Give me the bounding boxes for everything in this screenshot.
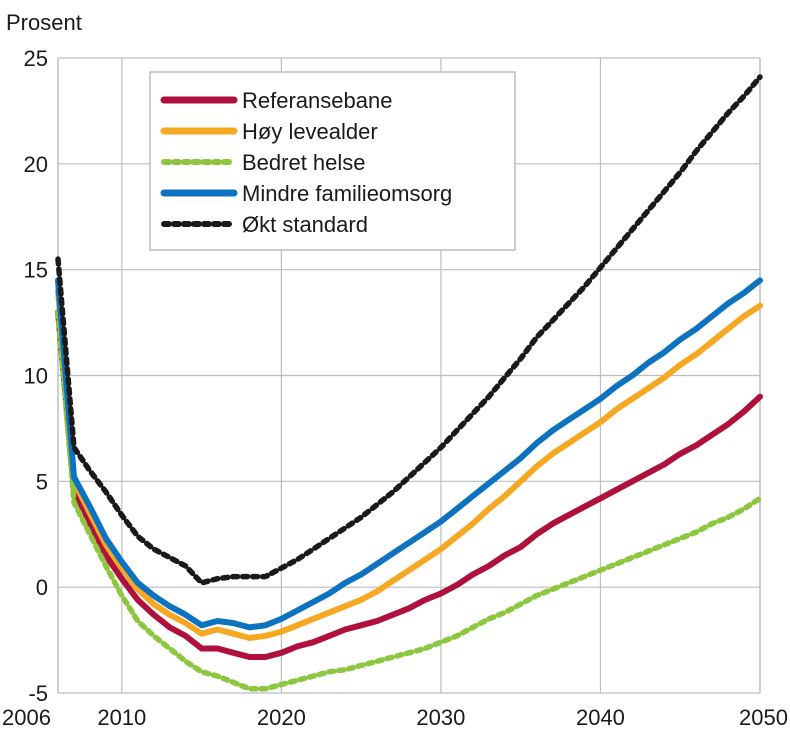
y-axis-label: Prosent — [6, 10, 82, 35]
y-tick-label: 10 — [24, 364, 48, 389]
y-tick-label: 25 — [24, 46, 48, 71]
series-layer — [55, 74, 763, 692]
y-tick-label: 15 — [24, 258, 48, 283]
x-tick-label: 2030 — [416, 705, 465, 730]
y-tick-label: 0 — [36, 575, 48, 600]
y-tick-label: 5 — [36, 469, 48, 494]
series-line-kt-standard — [55, 74, 763, 586]
legend-label-bedret-helse: Bedret helse — [242, 150, 366, 175]
x-tick-label: 2006 — [2, 705, 51, 730]
legend-label-h-y-levealder: Høy levealder — [242, 119, 378, 144]
legend-label-kt-standard: Økt standard — [242, 212, 368, 237]
x-tick-label: 2050 — [739, 705, 788, 730]
x-tick-label: 2020 — [257, 705, 306, 730]
y-tick-label: 20 — [24, 152, 48, 177]
legend: Referansebane Høy levealder Bedret helse Mi… — [149, 71, 516, 251]
series-line-referansebane — [55, 309, 763, 660]
y-tick-label: -5 — [28, 681, 48, 706]
legend-label-referansebane: Referansebane — [242, 88, 392, 113]
x-tick-label: 2010 — [97, 705, 146, 730]
series-line-mindre-familieomsorg — [55, 277, 763, 631]
legend-label-mindre-familieomsorg: Mindre familieomsorg — [242, 181, 452, 206]
series-line-h-y-levealder — [55, 287, 763, 641]
x-tick-label: 2040 — [576, 705, 625, 730]
series-line-bedret-helse — [55, 309, 763, 692]
axes: -5 0 5 10 15 20 25 2006 2010 2020 2030 2040 2050 — [2, 46, 788, 730]
